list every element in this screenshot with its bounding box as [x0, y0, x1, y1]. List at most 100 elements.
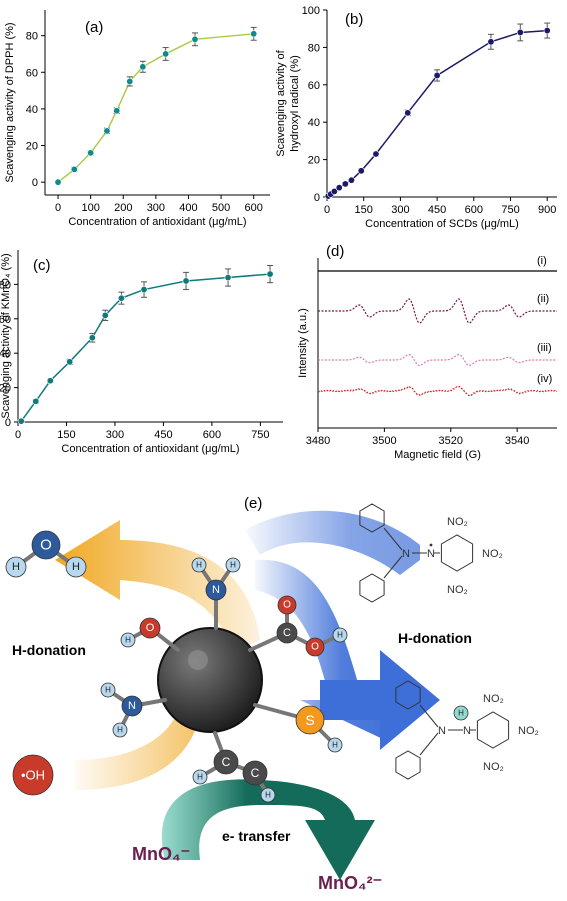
- carboxyl-oxygen-atom-sphere: [305, 637, 325, 657]
- dpph-nitrogen: N: [463, 725, 471, 737]
- y-tick-label: 80: [0, 279, 11, 291]
- x-tick-label: 150: [355, 204, 373, 216]
- data-point: [372, 150, 380, 158]
- hydroxyl-radical-symbol: •OH: [21, 768, 45, 783]
- water-hydrogen-atom-symbol: H: [72, 561, 80, 573]
- amine-hydrogen-atom-symbol: H: [117, 726, 123, 735]
- amine-hydrogen-atom-sphere: [191, 557, 207, 573]
- carboxyl-carbon-atom-sphere: [276, 622, 298, 644]
- dpph-bond: [419, 732, 439, 756]
- dpph-hydrogen-atom: H: [453, 705, 469, 721]
- data-point: [17, 417, 25, 425]
- series-label: (iii): [537, 342, 552, 354]
- blue-arrow-head: [320, 650, 440, 750]
- alkyne-hydrogen-atom: H: [260, 787, 276, 803]
- y-tick-label: 40: [0, 348, 11, 360]
- data-point: [140, 286, 148, 294]
- nitro-group-label: NO₂: [483, 761, 504, 773]
- water-oxygen-atom: O: [31, 530, 61, 560]
- water-hydrogen-atom-sphere: [65, 556, 87, 578]
- e-transfer-arrow: [161, 779, 375, 880]
- carboxyl-hydrogen-atom-sphere: [332, 627, 348, 643]
- series-line: [20, 273, 271, 422]
- alkyne-hydrogen-atom-symbol: H: [197, 773, 203, 782]
- chart-c: 0 150 300 450 600 750 0 20 40 60 80 Concentration o…: [0, 250, 283, 455]
- amine-hydrogen-atom: H: [100, 682, 116, 698]
- dpph-phenyl-ring: [395, 750, 421, 780]
- amine-hydrogen-atom: H: [191, 557, 207, 573]
- epr-spectrum: [318, 353, 557, 367]
- alkyne-carbon-atom-symbol: C: [251, 766, 260, 780]
- data-point: [543, 27, 551, 35]
- y-tick-label: 20: [26, 141, 38, 153]
- data-point: [347, 176, 355, 184]
- water-hydrogen-atom: H: [5, 556, 27, 578]
- manganate-label: MnO₄²⁻: [318, 873, 382, 893]
- dpph-nitrogen: N: [402, 548, 410, 560]
- hydroxyl-hydrogen-atom: H: [120, 632, 136, 648]
- nitro-group-label: NO₂: [447, 516, 468, 528]
- x-tick-label: 3500: [372, 435, 396, 447]
- x-tick-label: 0: [324, 204, 330, 216]
- y-axis-title-line: Scavenging activity of: [275, 49, 287, 156]
- chart-a: 0 100 200 300 400 500 600 0 20 40 60 80 Concentratio…: [4, 10, 270, 228]
- alkyne-carbon-atom: C: [213, 749, 239, 775]
- series-line: [57, 33, 254, 183]
- x-tick-label: 150: [57, 429, 75, 441]
- y-axis-title: Scavenging activity of KMnO₄ (%): [0, 253, 12, 418]
- amine-nitrogen-atom-sphere: [205, 579, 227, 601]
- thiol-sulfur-atom: S: [295, 705, 325, 735]
- x-axis-title: Concentration of antioxidant (μg/mL): [68, 216, 246, 228]
- h-donation-arrow-orange: [55, 520, 260, 650]
- amine-hydrogen-atom-symbol: H: [230, 561, 236, 570]
- dpph-picryl-ring: [440, 534, 474, 572]
- thiol-sulfur-atom-sphere: [295, 705, 325, 735]
- epr-spectrum: [317, 385, 558, 397]
- hydroxyl-oxygen-atom: O: [139, 617, 161, 639]
- dpph-bond: [383, 555, 403, 579]
- data-point: [117, 294, 125, 302]
- carboxyl-oxygen-atom-symbol: O: [283, 600, 291, 611]
- data-point: [162, 50, 170, 58]
- water-hydrogen-atom-symbol: H: [12, 561, 20, 573]
- amine-hydrogen-atom-symbol: H: [105, 686, 111, 695]
- y-tick-label: 40: [308, 117, 320, 129]
- hydroxyl-arrow: [75, 705, 200, 790]
- data-point: [357, 167, 365, 175]
- data-point: [266, 270, 274, 278]
- dpph-phenyl-ring: [395, 680, 421, 710]
- dpph-hydrogen-atom-symbol: H: [458, 709, 464, 718]
- amine-hydrogen-atom-sphere: [225, 557, 241, 573]
- amine-hydrogen-atom-symbol: H: [196, 561, 202, 570]
- y-tick-label: 20: [308, 155, 320, 167]
- carboxyl-hydrogen-atom-symbol: H: [337, 631, 343, 640]
- x-axis-title: Concentration of antioxidant (μg/mL): [61, 443, 239, 455]
- data-point: [487, 38, 495, 46]
- x-tick-label: 300: [147, 202, 165, 214]
- water-oxygen-atom-symbol: O: [40, 537, 52, 554]
- e-transfer-label: e- transfer: [222, 828, 291, 844]
- y-axis-title: Scavenging activity of hydroxyl radical (…: [275, 49, 301, 156]
- water-oxygen-atom-sphere: [31, 530, 61, 560]
- radical-dot: [429, 543, 433, 547]
- y-tick-label: 60: [0, 314, 11, 326]
- alkyne-hydrogen-atom-symbol: H: [265, 791, 271, 800]
- y-tick-label: 100: [302, 5, 320, 17]
- nitro-group-label: NO₂: [447, 584, 468, 596]
- y-tick-label: 60: [308, 80, 320, 92]
- x-tick-label: 500: [212, 202, 230, 214]
- y-axis-title: Scavenging activity of DPPH (%): [4, 22, 16, 182]
- alkyne-carbon-atom-symbol: C: [222, 755, 231, 769]
- data-point: [433, 71, 441, 79]
- data-point: [126, 77, 134, 85]
- hydroxyl-hydrogen-atom-sphere: [120, 632, 136, 648]
- dpph-picryl-ring: [476, 711, 510, 749]
- data-point: [87, 149, 95, 157]
- y-tick-label: 40: [26, 104, 38, 116]
- data-point: [113, 107, 121, 115]
- epr-spectrum: [318, 298, 557, 324]
- h-donation-label-right: H-donation: [398, 630, 472, 646]
- hydroxyl-radical: •OH: [12, 754, 54, 796]
